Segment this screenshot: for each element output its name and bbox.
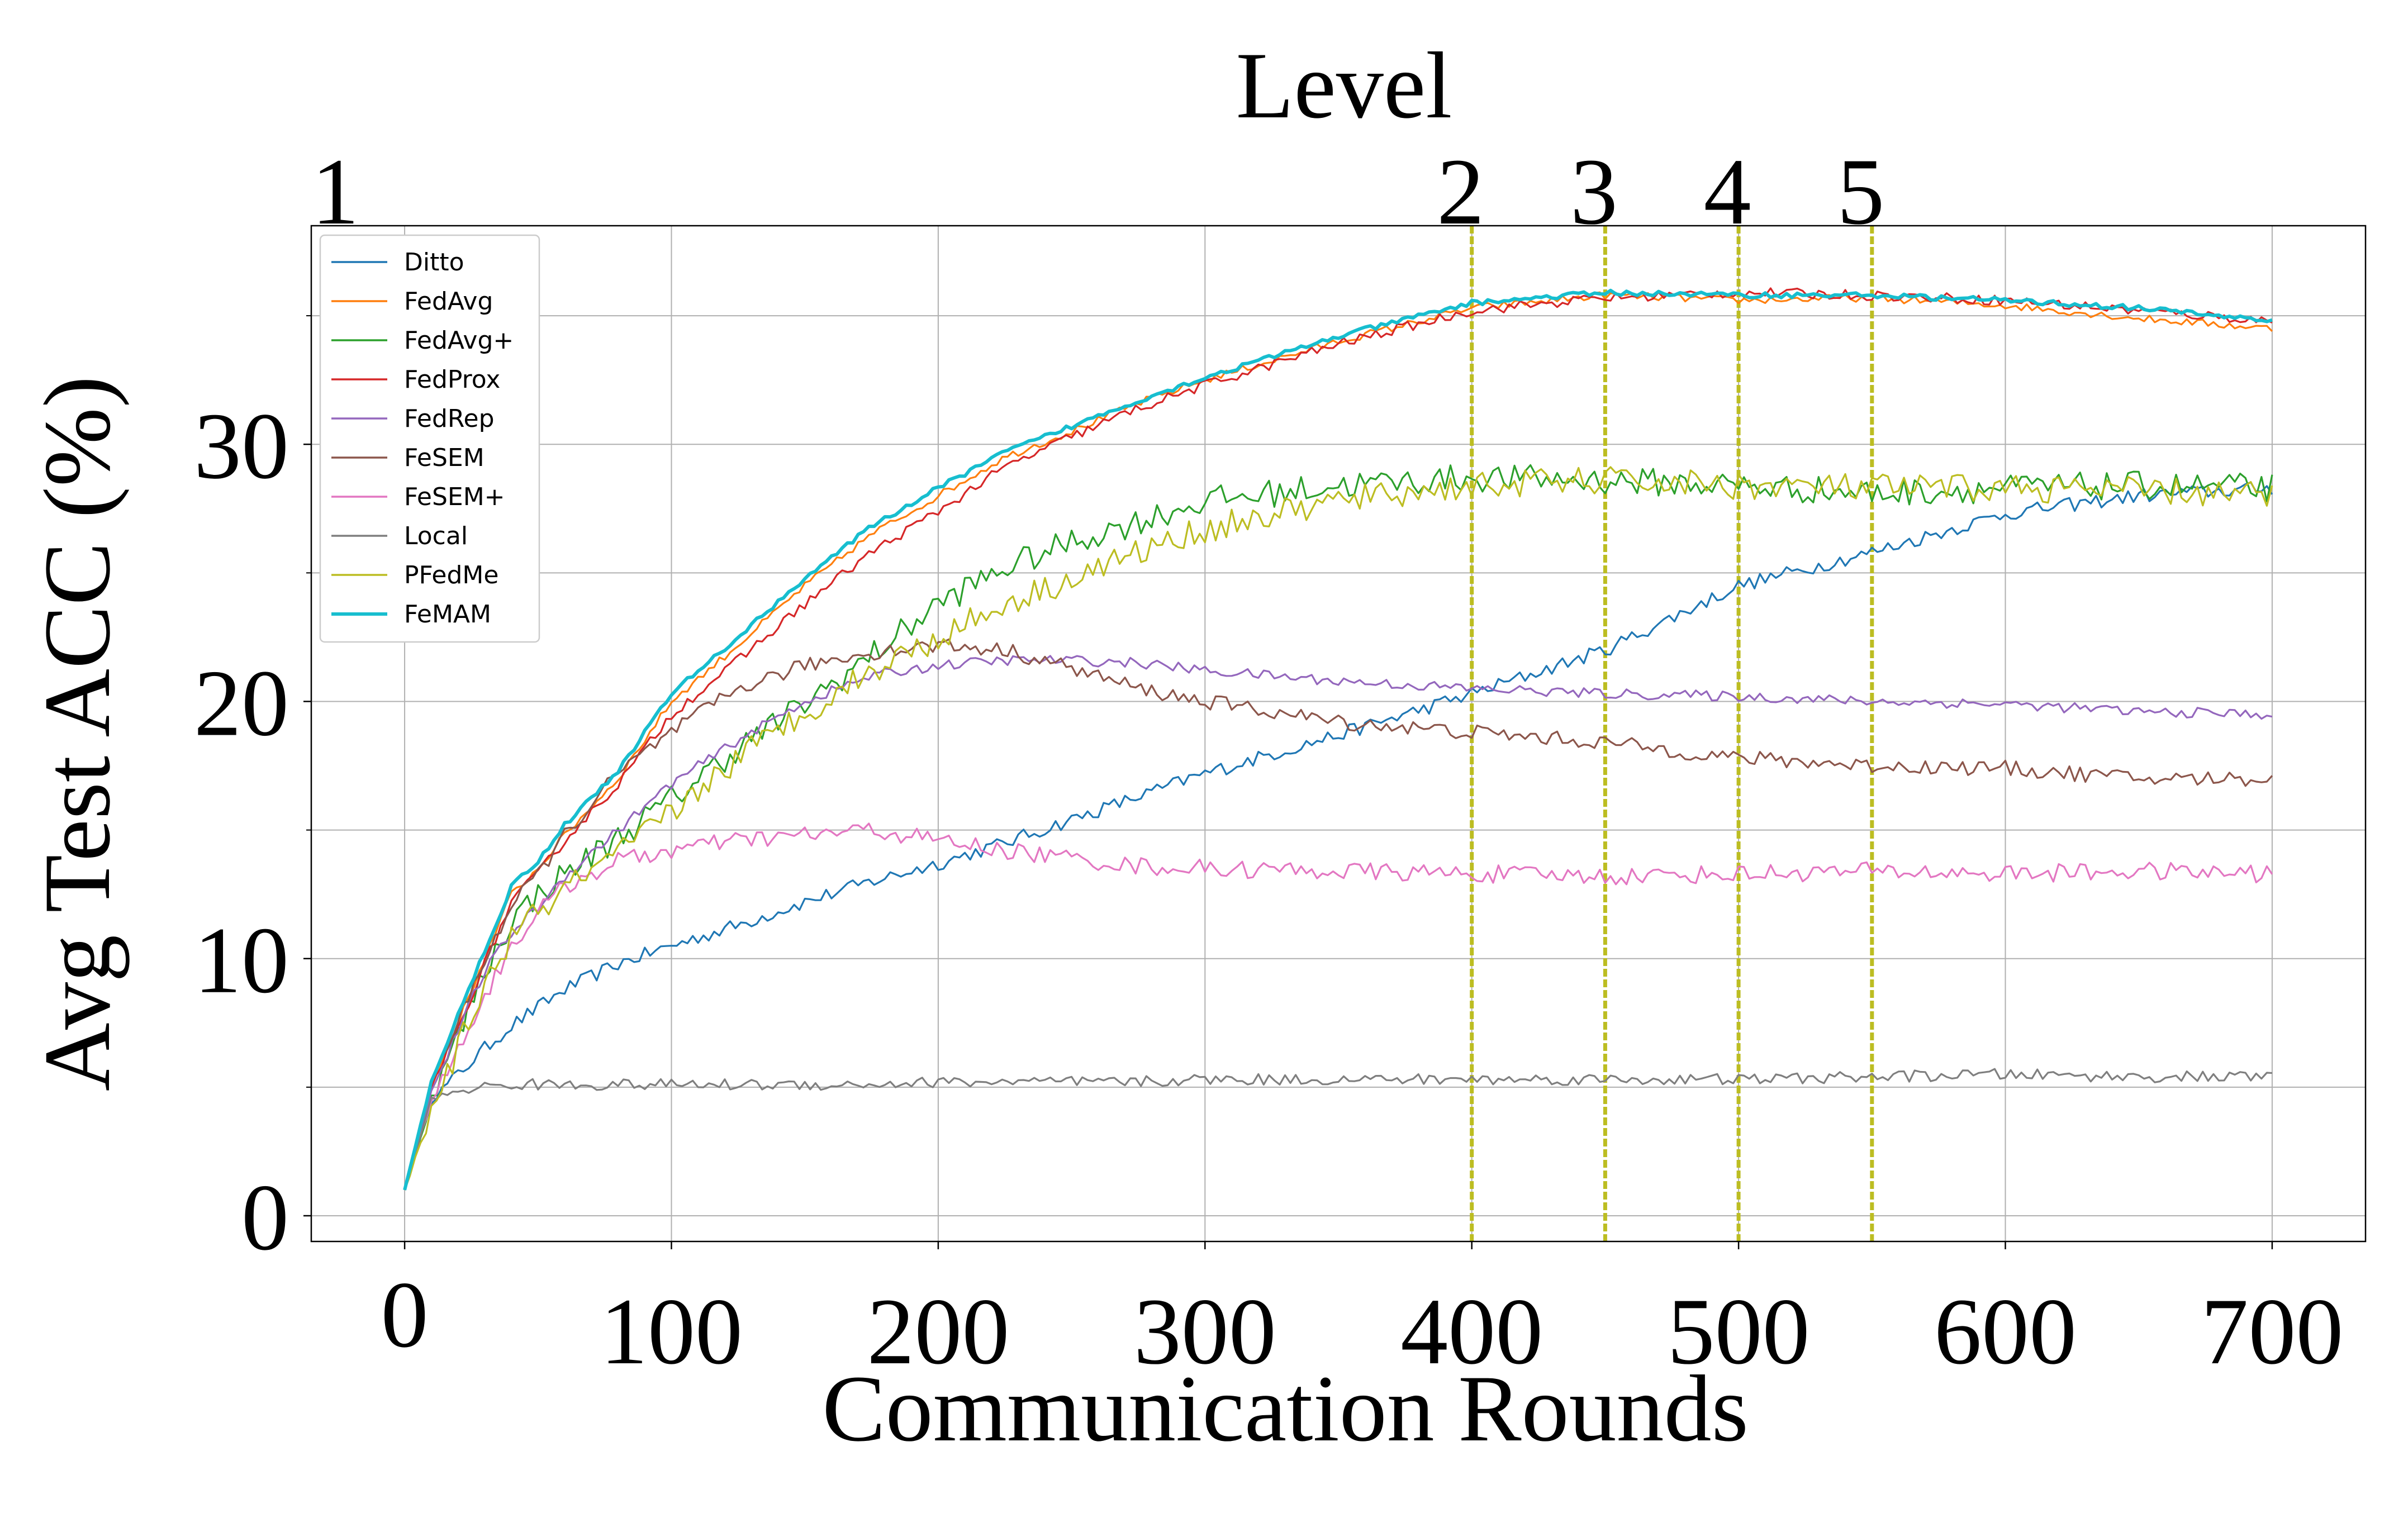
- series-line-fedrep: [403, 655, 2273, 1191]
- series-line-fesem-plus: [403, 822, 2273, 1191]
- x-tick-label: 700: [2201, 1279, 2343, 1384]
- x-tick-label: 600: [1934, 1279, 2077, 1384]
- x-tick-label: 0: [381, 1262, 429, 1367]
- legend-label: PFedMe: [404, 561, 498, 589]
- level-lines: [1470, 226, 1874, 1241]
- x-tick-label: 500: [1668, 1279, 1810, 1384]
- x-tick-label: 300: [1134, 1279, 1276, 1384]
- legend-label: FeSEM: [404, 444, 485, 472]
- x-tick-label: 400: [1400, 1279, 1543, 1384]
- level-label: 1: [312, 139, 359, 244]
- top-axis-label: Level: [1236, 33, 1452, 138]
- x-axis-ticks: 0 100 200 300 400 500 600 700: [381, 1241, 2343, 1384]
- level-label: 2: [1437, 139, 1484, 244]
- x-tick-label: 200: [867, 1279, 1009, 1384]
- x-axis-label: Communication Rounds: [822, 1356, 1749, 1461]
- series-line-local: [403, 1068, 2272, 1191]
- legend-label: FedRep: [404, 405, 495, 433]
- y-tick-label: 30: [194, 393, 289, 498]
- series-line-fedavg-plus: [403, 464, 2273, 1191]
- legend-label: Local: [404, 522, 468, 550]
- y-tick-label: 0: [241, 1165, 289, 1270]
- legend: Ditto FedAvg FedAvg+ FedProx FedRep FeSEM FeSE…: [319, 234, 540, 643]
- level-label: 5: [1837, 139, 1884, 244]
- legend-label: FedProx: [404, 365, 500, 394]
- level-label: 4: [1704, 139, 1751, 244]
- legend-label: FeSEM+: [404, 483, 505, 511]
- y-tick-label: 20: [194, 650, 289, 755]
- legend-label: FeMAM: [404, 600, 491, 629]
- series-line-fesem: [403, 638, 2273, 1191]
- legend-box: [319, 234, 540, 643]
- series-lines: [403, 287, 2273, 1191]
- plot-frame: [310, 225, 2367, 1243]
- series-line-femam: [403, 288, 2273, 1191]
- y-tick-label: 10: [194, 908, 289, 1013]
- y-axis-ticks: 0 10 20 30: [194, 315, 311, 1270]
- series-line-pfedme: [403, 466, 2273, 1191]
- grid: [311, 226, 2366, 1241]
- legend-label: FedAvg+: [404, 326, 514, 355]
- series-line-ditto: [403, 481, 2273, 1191]
- legend-label: FedAvg: [404, 287, 493, 316]
- x-tick-label: 100: [600, 1279, 743, 1384]
- series-line-fedprox: [403, 287, 2273, 1191]
- level-label: 3: [1570, 139, 1618, 244]
- y-axis-label: Avg Test ACC (%): [25, 376, 130, 1091]
- legend-label: Ditto: [404, 248, 464, 277]
